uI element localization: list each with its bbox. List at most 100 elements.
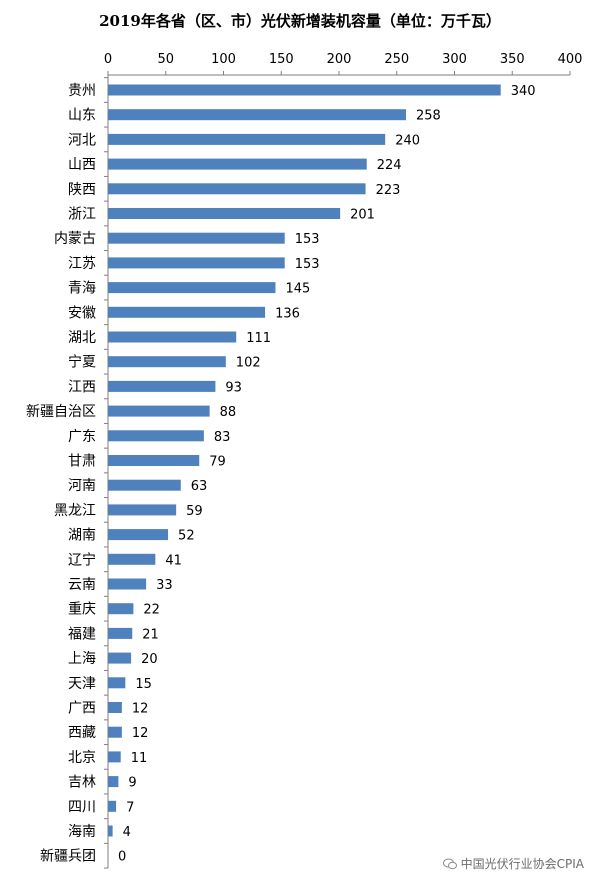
category-label: 福建 bbox=[68, 626, 96, 642]
bar bbox=[108, 529, 169, 541]
data-label: 59 bbox=[186, 504, 203, 519]
category-label: 贵州 bbox=[68, 83, 96, 99]
bar bbox=[108, 652, 132, 664]
category-label: 重庆 bbox=[68, 602, 96, 618]
data-label: 340 bbox=[511, 84, 536, 99]
category-label: 山东 bbox=[68, 108, 96, 124]
category-label: 浙江 bbox=[68, 207, 96, 223]
data-label: 9 bbox=[128, 776, 136, 791]
data-label: 136 bbox=[275, 306, 300, 321]
data-label: 111 bbox=[246, 331, 271, 346]
category-label: 河南 bbox=[68, 478, 96, 494]
data-label: 83 bbox=[214, 430, 231, 445]
category-label: 河北 bbox=[68, 132, 96, 148]
bar bbox=[108, 257, 285, 269]
bar bbox=[108, 306, 266, 318]
category-label: 北京 bbox=[68, 750, 96, 766]
x-tick-label: 50 bbox=[157, 52, 174, 67]
data-label: 0 bbox=[118, 850, 126, 865]
category-label: 广西 bbox=[68, 701, 96, 717]
bar bbox=[108, 578, 147, 590]
category-label: 宁夏 bbox=[68, 354, 96, 371]
data-label: 41 bbox=[165, 553, 182, 568]
watermark: 中国光伏行业协会CPIA bbox=[442, 855, 584, 872]
category-label: 黑龙江 bbox=[54, 503, 96, 519]
x-tick-label: 400 bbox=[558, 52, 583, 67]
bar bbox=[108, 702, 122, 713]
bar bbox=[108, 208, 341, 219]
watermark-text: 中国光伏行业协会CPIA bbox=[460, 857, 584, 871]
x-tick-label: 300 bbox=[442, 52, 467, 67]
category-label: 新疆兵团 bbox=[40, 849, 96, 865]
bar bbox=[108, 356, 226, 368]
bar bbox=[108, 504, 177, 516]
data-label: 223 bbox=[376, 183, 401, 198]
bar bbox=[108, 479, 181, 491]
bar bbox=[108, 380, 216, 392]
data-label: 153 bbox=[295, 232, 320, 247]
bar bbox=[108, 455, 200, 466]
data-label: 153 bbox=[295, 257, 320, 272]
category-label: 湖南 bbox=[68, 528, 96, 544]
category-label: 四川 bbox=[68, 799, 96, 815]
bar bbox=[108, 331, 237, 343]
category-label: 甘肃 bbox=[68, 454, 96, 470]
x-tick-label: 350 bbox=[500, 52, 525, 67]
data-label: 21 bbox=[142, 627, 159, 642]
chart-title: 2019年各省（区、市）光伏新增装机容量（单位：万千瓦） bbox=[99, 12, 501, 30]
data-label: 52 bbox=[178, 529, 195, 544]
bar bbox=[108, 84, 501, 96]
data-label: 240 bbox=[395, 133, 420, 148]
data-label: 33 bbox=[156, 578, 173, 593]
data-label: 22 bbox=[143, 603, 160, 618]
bar bbox=[108, 677, 126, 689]
category-label: 江苏 bbox=[68, 256, 96, 272]
category-label: 新疆自治区 bbox=[26, 404, 96, 420]
bar bbox=[108, 158, 367, 170]
data-label: 15 bbox=[135, 677, 152, 692]
data-label: 145 bbox=[285, 282, 310, 297]
category-label: 广东 bbox=[68, 429, 96, 445]
category-label: 上海 bbox=[68, 651, 96, 667]
bar bbox=[108, 430, 204, 442]
category-label: 江西 bbox=[68, 379, 96, 395]
data-label: 12 bbox=[132, 726, 149, 741]
data-label: 79 bbox=[209, 455, 226, 470]
bar bbox=[108, 776, 119, 788]
data-label: 224 bbox=[377, 158, 402, 173]
data-label: 102 bbox=[236, 356, 261, 371]
bar bbox=[108, 183, 366, 195]
category-label: 青海 bbox=[68, 281, 96, 297]
bar bbox=[108, 751, 121, 763]
category-label: 湖北 bbox=[68, 330, 96, 346]
category-label: 海南 bbox=[68, 824, 96, 840]
bar bbox=[108, 109, 406, 121]
bar bbox=[108, 133, 386, 145]
data-label: 201 bbox=[350, 208, 375, 223]
data-label: 63 bbox=[191, 479, 208, 494]
data-label: 7 bbox=[126, 800, 134, 815]
category-label: 安徽 bbox=[68, 305, 96, 321]
data-label: 4 bbox=[123, 825, 131, 840]
bar bbox=[108, 627, 133, 639]
data-label: 258 bbox=[416, 109, 441, 124]
category-label: 山西 bbox=[68, 157, 96, 173]
bar bbox=[108, 800, 117, 812]
data-label: 93 bbox=[225, 380, 242, 395]
category-label: 天津 bbox=[68, 676, 96, 692]
data-label: 12 bbox=[132, 702, 149, 717]
category-label: 云南 bbox=[68, 577, 96, 593]
wechat-icon bbox=[442, 858, 457, 869]
category-label: 陕西 bbox=[68, 182, 96, 198]
x-tick-label: 100 bbox=[211, 52, 236, 67]
data-label: 11 bbox=[131, 751, 148, 766]
category-label: 吉林 bbox=[68, 775, 96, 791]
category-label: 辽宁 bbox=[68, 551, 96, 568]
x-tick-label: 0 bbox=[104, 52, 112, 67]
bar bbox=[108, 726, 122, 738]
data-label: 88 bbox=[220, 405, 237, 420]
bar bbox=[108, 603, 134, 615]
bar bbox=[108, 405, 210, 417]
bar bbox=[108, 282, 276, 294]
